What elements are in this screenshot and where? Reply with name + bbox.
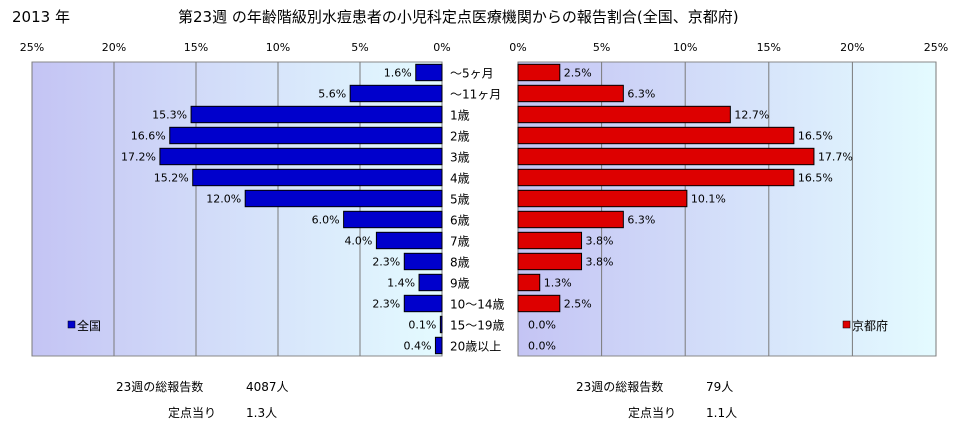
category-label: 3歳 (450, 151, 470, 165)
left-x-tick-label: 5% (351, 41, 368, 54)
category-label: 9歳 (450, 277, 470, 291)
right-bar (517, 294, 561, 313)
right-data-label: 0.0% (528, 319, 556, 332)
left-data-label: 5.6% (318, 88, 346, 101)
left-data-label: 16.6% (131, 130, 166, 143)
right-bar (517, 105, 731, 124)
left-bar (403, 294, 443, 313)
left-data-label: 2.3% (372, 298, 400, 311)
category-label: 8歳 (450, 256, 470, 270)
left-per-sentinel-label: 定点当り (168, 406, 217, 420)
left-bar (403, 252, 443, 271)
category-label: 1歳 (450, 109, 470, 123)
right-data-label: 16.5% (798, 172, 833, 185)
left-bar (349, 84, 443, 103)
right-x-tick-label: 20% (840, 41, 864, 54)
left-bar (192, 168, 443, 187)
year-label: 2013 年 (12, 8, 70, 26)
right-x-tick-label: 25% (924, 41, 948, 54)
right-per-sentinel-value: 1.1人 (706, 406, 738, 420)
left-data-label: 17.2% (121, 151, 156, 164)
category-label: 20歳以上 (450, 340, 501, 354)
right-data-label: 17.7% (818, 151, 853, 164)
left-data-label: 12.0% (206, 193, 241, 206)
category-label: 4歳 (450, 172, 470, 186)
left-bar (434, 336, 443, 355)
right-bar (517, 252, 583, 271)
left-per-sentinel-value: 1.3人 (246, 406, 278, 420)
right-bar (517, 231, 583, 250)
right-data-label: 2.5% (564, 298, 592, 311)
right-bar (517, 126, 795, 145)
left-total-reports-label: 23週の総報告数 (116, 380, 204, 394)
left-bar (415, 63, 443, 82)
left-bar (343, 210, 443, 229)
left-data-label: 0.4% (403, 340, 431, 353)
right-bar (517, 147, 815, 166)
left-data-label: 4.0% (344, 235, 372, 248)
right-data-label: 0.0% (528, 340, 556, 353)
left-bar (190, 105, 443, 124)
right-data-label: 2.5% (564, 67, 592, 80)
right-bar (517, 273, 541, 292)
legend-swatch-kyoto (842, 320, 851, 329)
chart-title: 第23週 の年齢階級別水痘患者の小児科定点医療機関からの報告割合(全国、京都府) (178, 8, 739, 26)
legend-label-national: 全国 (77, 318, 101, 333)
left-bar (375, 231, 443, 250)
left-bar (244, 189, 443, 208)
right-bar (517, 168, 795, 187)
right-x-tick-label: 5% (593, 41, 610, 54)
left-x-tick-label: 20% (102, 41, 126, 54)
legend-label-kyoto: 京都府 (852, 318, 888, 333)
right-bar (517, 189, 688, 208)
right-bar (517, 84, 624, 103)
right-data-label: 3.8% (586, 235, 614, 248)
right-per-sentinel-label: 定点当り (628, 406, 677, 420)
right-data-label: 10.1% (691, 193, 726, 206)
category-label: ～11ヶ月 (450, 88, 501, 102)
left-bar (439, 315, 443, 334)
category-label: 15～19歳 (450, 319, 505, 333)
right-data-label: 1.3% (544, 277, 572, 290)
left-x-tick-label: 0% (433, 41, 450, 54)
left-bar (169, 126, 443, 145)
left-data-label: 2.3% (372, 256, 400, 269)
left-data-label: 6.0% (312, 214, 340, 227)
right-bar (517, 210, 624, 229)
left-bar (159, 147, 443, 166)
left-data-label: 1.4% (387, 277, 415, 290)
right-data-label: 6.3% (627, 214, 655, 227)
left-total-reports-value: 4087人 (246, 380, 289, 394)
right-total-reports-value: 79人 (706, 380, 734, 394)
legend-swatch-national (67, 320, 76, 329)
right-data-label: 3.8% (586, 256, 614, 269)
left-data-label: 15.2% (154, 172, 189, 185)
right-x-tick-label: 15% (757, 41, 781, 54)
category-label: 10～14歳 (450, 298, 505, 312)
left-x-tick-label: 15% (184, 41, 208, 54)
category-label: ～5ヶ月 (450, 67, 494, 81)
category-label: 2歳 (450, 130, 470, 144)
right-data-label: 12.7% (734, 109, 769, 122)
right-data-label: 6.3% (627, 88, 655, 101)
category-label: 6歳 (450, 214, 470, 228)
left-data-label: 15.3% (152, 109, 187, 122)
category-label: 7歳 (450, 235, 470, 249)
right-x-tick-label: 0% (509, 41, 526, 54)
category-label: 5歳 (450, 193, 470, 207)
right-data-label: 16.5% (798, 130, 833, 143)
left-x-tick-label: 25% (20, 41, 44, 54)
left-data-label: 0.1% (408, 319, 436, 332)
left-x-tick-label: 10% (266, 41, 290, 54)
left-data-label: 1.6% (384, 67, 412, 80)
left-bar (418, 273, 443, 292)
right-x-tick-label: 10% (673, 41, 697, 54)
right-bar (517, 63, 561, 82)
right-total-reports-label: 23週の総報告数 (576, 380, 664, 394)
